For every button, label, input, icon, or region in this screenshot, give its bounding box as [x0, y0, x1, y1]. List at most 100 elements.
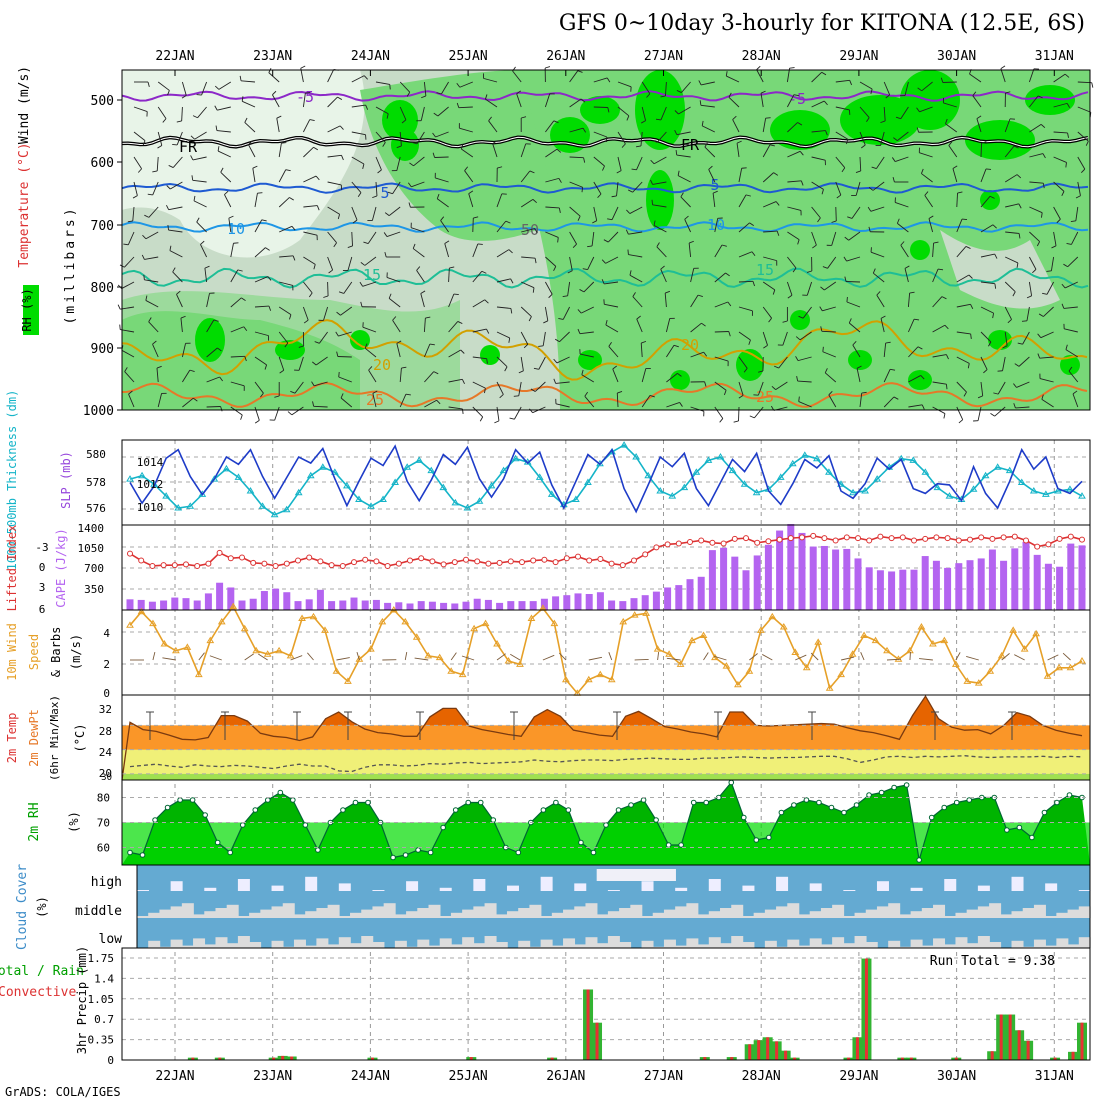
- wind-barb: [827, 256, 837, 269]
- cloud-mid-clear: [473, 906, 486, 918]
- cloud-low-clear: [394, 940, 407, 948]
- wind-barb: [897, 223, 909, 233]
- wind-barb: [593, 77, 608, 83]
- wind-barb: [176, 294, 183, 308]
- wind-barb-flag: [577, 328, 581, 334]
- wind-barb: [617, 106, 630, 117]
- cape-bar: [944, 567, 952, 610]
- wind-barb-flag: [821, 189, 824, 195]
- wind10-series-point: [676, 660, 685, 667]
- cloud-high-clear: [675, 887, 688, 891]
- wind-barb: [880, 318, 885, 333]
- wind-barb: [1053, 73, 1066, 83]
- rh-high-blob: [275, 340, 305, 360]
- cape-bar: [720, 547, 728, 610]
- wind-barb-flag: [261, 219, 267, 222]
- wind-barb: [343, 281, 353, 294]
- cloud-mid-clear: [977, 906, 990, 918]
- cloud-low-clear: [204, 944, 217, 948]
- wind-barb-flag: [636, 315, 641, 320]
- date-label-top: 31JAN: [1035, 49, 1074, 64]
- wind-barb: [1053, 231, 1057, 246]
- wind-barb: [152, 344, 159, 358]
- wind-barb: [458, 106, 473, 109]
- wind-barb: [133, 181, 138, 196]
- rh2m-point: [791, 802, 797, 808]
- wind-barb-flag: [797, 122, 803, 126]
- ylabel-rh: RH (%): [20, 288, 34, 331]
- cloud-mid-clear: [518, 908, 531, 918]
- lifted-index-series-point: [149, 562, 156, 569]
- cloud-high-clear: [1078, 890, 1091, 891]
- cloud-low-clear: [495, 942, 508, 948]
- wind-barb: [976, 118, 982, 133]
- wind-barb: [399, 81, 411, 93]
- contour-label: 25: [366, 391, 384, 409]
- wind-barb-flag: [1013, 403, 1016, 409]
- wind10-series-point: [974, 679, 983, 686]
- wind-barb: [254, 193, 258, 208]
- cloud-low-clear: [899, 946, 912, 948]
- cape-bar: [126, 599, 134, 610]
- wind-barb: [562, 306, 571, 320]
- cape-bar: [160, 600, 168, 610]
- wind-barb: [192, 179, 207, 183]
- rh2m-point: [1054, 799, 1060, 806]
- date-label-top: 23JAN: [253, 49, 292, 64]
- wind-barb-flag: [191, 175, 194, 181]
- cape-bar: [910, 569, 918, 610]
- wind-barb-flag: [392, 316, 397, 321]
- wind-barb: [340, 397, 353, 408]
- wind10-barb: [666, 657, 681, 661]
- cloud-mid-clear: [1078, 906, 1091, 918]
- wind-barb-flag: [313, 146, 319, 151]
- wind-barb-flag: [172, 267, 176, 273]
- wind-barb-flag: [488, 116, 492, 122]
- wind-barb: [712, 193, 716, 208]
- wind-barb-flag: [508, 337, 511, 343]
- wind-barb: [641, 106, 647, 121]
- wind-barb-flag: [244, 117, 248, 123]
- thickness-series-point: [282, 505, 291, 513]
- wind-barb: [875, 156, 885, 169]
- cloud-low-clear: [607, 936, 620, 948]
- rh2m-tick: 80: [97, 792, 110, 805]
- precip-conv-bar: [954, 1057, 958, 1060]
- cloud-low-clear: [316, 938, 329, 948]
- rh2m-point: [1016, 824, 1023, 831]
- wind-barb-flag: [298, 345, 304, 348]
- wind-barb-flag: [147, 81, 150, 87]
- wind-barb: [545, 120, 555, 133]
- wind-barb-flag: [760, 90, 766, 94]
- cloud-mid-clear: [305, 911, 318, 918]
- cloud-low-clear: [574, 944, 587, 948]
- wind-barb: [278, 306, 292, 316]
- wind-barb: [254, 356, 267, 366]
- wind-barb: [680, 196, 691, 208]
- lifted-index-series-point: [675, 540, 682, 547]
- precip-conv-bar: [775, 1041, 779, 1060]
- cape-bar: [608, 600, 616, 610]
- cloud-low-clear: [977, 936, 990, 948]
- cloud-mid-clear: [764, 909, 777, 918]
- wind-barb: [302, 93, 306, 108]
- cape-bar: [585, 593, 593, 610]
- wind-barb: [1039, 378, 1054, 383]
- wind-barb: [230, 297, 242, 308]
- thickness-series-point: [186, 502, 195, 509]
- ylabel-cloud: Cloud Cover: [15, 864, 30, 950]
- wind10-barb: [886, 658, 901, 661]
- wind-barb-flag: [213, 319, 219, 322]
- thickness-series-point: [740, 480, 749, 487]
- thickness-series-point: [644, 471, 653, 479]
- wind-barb-flag: [300, 65, 306, 69]
- wind-barb-flag: [285, 169, 291, 172]
- wind-barb-flag: [558, 207, 561, 213]
- cape-bar: [350, 597, 358, 610]
- wind-barb: [824, 372, 837, 383]
- wind-barb: [1029, 153, 1044, 158]
- precip-conv-bar: [1026, 1040, 1030, 1060]
- thickness-series-point: [258, 502, 267, 509]
- wind10-series-point: [688, 636, 696, 644]
- wind-barb: [392, 181, 401, 194]
